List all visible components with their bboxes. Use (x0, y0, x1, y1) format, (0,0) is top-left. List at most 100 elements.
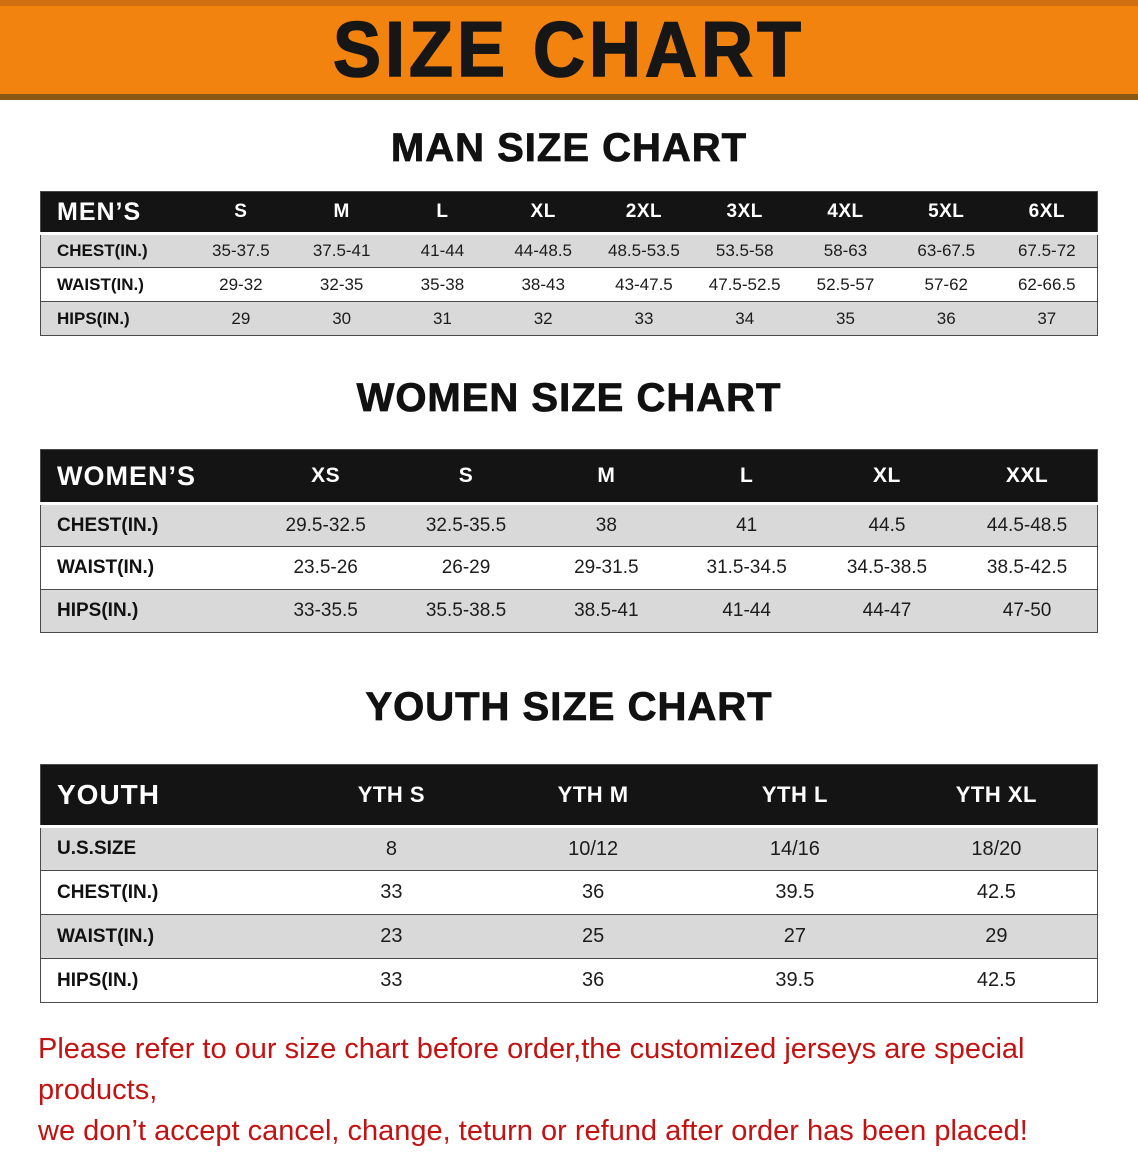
size-value-cell: 23 (380, 925, 403, 947)
size-value-cell: 34 (735, 308, 755, 328)
size-value-cell: 63-67.5 (917, 241, 976, 260)
size-value-cell: 18/20 (971, 837, 1022, 860)
size-value-cell: 43-47.5 (615, 274, 673, 294)
size-value-cell: 33 (634, 308, 654, 328)
row-label: HIPS(IN.) (57, 600, 139, 621)
size-value-cell: 38-43 (521, 274, 565, 294)
row-label: WAIST(IN.) (57, 925, 155, 947)
size-value-cell: 42.5 (976, 969, 1016, 991)
size-value-cell: 38.5-41 (574, 600, 639, 621)
size-value-cell: 33 (380, 881, 403, 903)
table-row: CHEST(IN.) 33 36 39.5 42.5 (40, 870, 1098, 915)
women-size-table: WOMEN’S XS S M L XL XXL CHEST(IN.) 29.5-32.5 32.5… (40, 449, 1098, 633)
size-column-header: YTH S (357, 782, 426, 807)
table-row: CHEST(IN.) 29.5-32.5 32.5-35.5 38 41 44.5 44.5… (40, 503, 1098, 547)
section-youth: YOUTH SIZE CHART YOUTH YTH S YTH M YTH L YTH … (0, 685, 1138, 1003)
size-value-cell: 47-50 (1002, 600, 1052, 621)
size-value-cell: 41 (736, 514, 758, 536)
size-column-header: YTH XL (955, 782, 1037, 807)
youth-header-row: YOUTH YTH S YTH M YTH L YTH XL (40, 764, 1098, 827)
row-label: CHEST(IN.) (57, 241, 148, 260)
table-row: HIPS(IN.) 29 30 31 32 33 34 35 36 37 (40, 301, 1098, 336)
section-men: MAN SIZE CHART MEN’S S M L XL 2XL 3XL 4XL 5XL 6XL C… (0, 126, 1138, 336)
size-column-header: XL (873, 464, 901, 487)
size-chart-sections: MAN SIZE CHART MEN’S S M L XL 2XL 3XL 4XL 5XL 6XL C… (0, 126, 1138, 1003)
size-value-cell: 29 (231, 308, 251, 328)
size-value-cell: 58-63 (823, 241, 868, 260)
size-column-header: L (739, 464, 754, 487)
table-row: WAIST(IN.) 23.5-26 26-29 29-31.5 31.5-34.5 34… (40, 546, 1098, 590)
size-column-header: 3XL (726, 201, 763, 222)
size-column-header: S (458, 464, 474, 487)
size-value-cell: 42.5 (976, 881, 1016, 903)
table-row: HIPS(IN.) 33-35.5 35.5-38.5 38.5-41 41-44 44-… (40, 589, 1098, 633)
size-value-cell: 33-35.5 (293, 600, 358, 621)
row-label: HIPS(IN.) (57, 308, 130, 328)
size-value-cell: 23.5-26 (293, 557, 358, 578)
table-row: WAIST(IN.) 23 25 27 29 (40, 914, 1098, 959)
size-value-cell: 8 (385, 837, 397, 860)
size-value-cell: 53.5-58 (715, 241, 774, 260)
size-column-header: 5XL (928, 201, 965, 222)
size-value-cell: 31 (432, 308, 452, 328)
row-label: CHEST(IN.) (57, 514, 159, 536)
size-column-header: S (234, 201, 248, 222)
men-corner-label: MEN’S (57, 197, 142, 226)
youth-size-table: YOUTH YTH S YTH M YTH L YTH XL U.S.SIZE 8 10/12… (40, 764, 1098, 1003)
size-value-cell: 37 (1037, 308, 1057, 328)
row-label: WAIST(IN.) (57, 274, 144, 294)
women-corner-label: WOMEN’S (57, 460, 196, 491)
size-value-cell: 32.5-35.5 (425, 514, 507, 536)
size-value-cell: 29.5-32.5 (285, 514, 366, 536)
table-row: HIPS(IN.) 33 36 39.5 42.5 (40, 958, 1098, 1003)
size-value-cell: 25 (582, 925, 605, 947)
size-value-cell: 38 (595, 514, 617, 536)
size-value-cell: 32 (533, 308, 553, 328)
size-value-cell: 10/12 (568, 837, 619, 860)
size-column-header: M (333, 201, 350, 222)
size-value-cell: 31.5-34.5 (706, 557, 787, 578)
table-row: WAIST(IN.) 29-32 32-35 35-38 38-43 43-47.5 47.… (40, 267, 1098, 302)
size-value-cell: 41-44 (722, 600, 771, 621)
men-header-row: MEN’S S M L XL 2XL 3XL 4XL 5XL 6XL (40, 191, 1098, 234)
size-value-cell: 62-66.5 (1017, 274, 1076, 294)
size-value-cell: 26-29 (441, 557, 491, 578)
size-value-cell: 29 (985, 925, 1008, 947)
content: MAN SIZE CHART MEN’S S M L XL 2XL 3XL 4XL 5XL 6XL C… (0, 126, 1138, 1153)
size-value-cell: 48.5-53.5 (608, 241, 680, 260)
size-value-cell: 44.5 (868, 514, 906, 536)
footer-notice: Please refer to our size chart before or… (38, 1029, 1100, 1153)
women-header-row: WOMEN’S XS S M L XL XXL (40, 449, 1098, 504)
banner: SIZE CHART (0, 0, 1138, 100)
size-value-cell: 41-44 (420, 241, 465, 260)
size-column-header: L (436, 201, 449, 222)
size-value-cell: 47.5-52.5 (708, 274, 781, 294)
size-value-cell: 34.5-38.5 (846, 557, 928, 578)
table-row: CHEST(IN.) 35-37.5 37.5-41 41-44 44-48.5 48.5… (40, 233, 1098, 268)
youth-section-heading: YOUTH SIZE CHART (365, 685, 773, 730)
size-column-header: 4XL (827, 201, 864, 222)
size-column-header: YTH M (557, 782, 629, 807)
size-column-header: 2XL (625, 201, 663, 222)
women-section-heading: WOMEN SIZE CHART (356, 376, 782, 421)
size-value-cell: 37.5-41 (312, 241, 371, 260)
youth-corner-label: YOUTH (57, 779, 160, 810)
size-value-cell: 35 (836, 308, 855, 328)
size-value-cell: 27 (783, 925, 806, 947)
size-value-cell: 38.5-42.5 (986, 557, 1068, 578)
size-column-header: 6XL (1028, 201, 1065, 222)
size-value-cell: 67.5-72 (1017, 241, 1076, 260)
row-label: CHEST(IN.) (57, 881, 159, 903)
men-size-table: MEN’S S M L XL 2XL 3XL 4XL 5XL 6XL CHEST(IN.) 35-37… (40, 191, 1098, 336)
men-section-heading: MAN SIZE CHART (390, 126, 748, 171)
size-value-cell: 36 (582, 969, 605, 991)
size-value-cell: 14/16 (769, 837, 820, 860)
size-value-cell: 44-47 (862, 600, 912, 621)
size-value-cell: 39.5 (775, 969, 815, 991)
size-column-header: M (597, 464, 616, 487)
size-column-header: XXL (1005, 464, 1049, 487)
row-label: WAIST(IN.) (57, 557, 155, 578)
size-value-cell: 57-62 (924, 274, 968, 294)
size-value-cell: 30 (332, 308, 352, 328)
